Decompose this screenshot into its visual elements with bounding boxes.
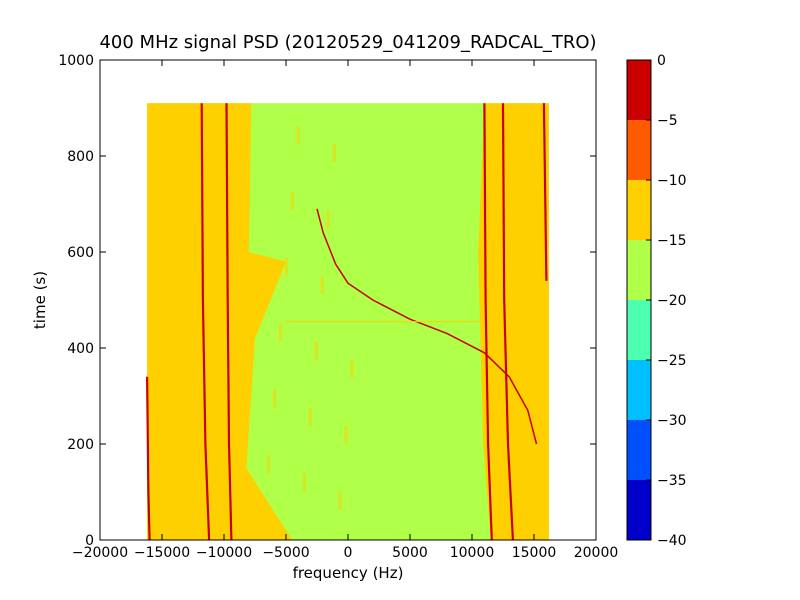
x-tick-label: −5000 <box>262 545 309 561</box>
vertical-signal-line <box>200 103 211 541</box>
x-tick-label: 10000 <box>450 545 495 561</box>
heatmap-speckle <box>320 276 324 294</box>
heatmap-speckle <box>308 407 312 426</box>
y-tick-label: 400 <box>67 341 94 357</box>
y-axis-label: time (s) <box>31 271 49 329</box>
colorbar-tick-label: −25 <box>657 353 687 369</box>
vertical-signal-line <box>483 103 493 541</box>
y-tick-label: 600 <box>67 245 94 261</box>
y-tick-label: 0 <box>85 533 94 549</box>
x-tick-label: 15000 <box>512 545 557 561</box>
vertical-signal-line <box>501 103 514 541</box>
y-tick-label: 1000 <box>58 53 94 69</box>
heatmap-speckle <box>302 473 306 492</box>
x-tick-label: 0 <box>344 545 353 561</box>
sweep-signal-line <box>316 208 538 445</box>
heatmap-right-band <box>478 103 549 540</box>
x-tick-label: −20000 <box>72 545 128 561</box>
x-tick-label: −15000 <box>134 545 190 561</box>
colorbar-tick-label: 0 <box>657 53 666 69</box>
heatmap-speckle <box>350 360 354 378</box>
colorbar-tick-label: −30 <box>657 413 687 429</box>
colorbar-tick-label: −5 <box>657 113 678 129</box>
heatmap-speckle <box>279 323 283 342</box>
colorbar-tick-label: −40 <box>657 533 687 549</box>
colorbar-tick-label: −20 <box>657 293 687 309</box>
x-axis-label: frequency (Hz) <box>293 564 404 582</box>
y-tick-label: 800 <box>67 149 94 165</box>
heatmap-speckle <box>344 425 348 444</box>
y-axis-ticks: 0 200 400 600 800 1000 <box>58 53 596 549</box>
vertical-signal-line <box>146 376 151 541</box>
heatmap-speckle <box>314 341 318 360</box>
x-tick-label: −10000 <box>196 545 252 561</box>
vertical-signal-line <box>542 103 548 281</box>
heatmap-speckle <box>261 520 265 539</box>
heatmap-speckle <box>285 257 289 276</box>
colorbar-level <box>627 240 651 300</box>
heatmap-speckle <box>338 491 342 510</box>
plot-area <box>99 59 597 541</box>
chart-title: 400 MHz signal PSD (20120529_041209_RADC… <box>99 32 596 53</box>
colorbar-tick-label: −10 <box>657 173 687 189</box>
colorbar-level <box>627 360 651 420</box>
heatmap-speckle <box>273 389 277 408</box>
colorbar: 0 −5 −10 −15 −20 −25 −30 −35 −40 <box>626 53 687 549</box>
colorbar-tick-label: −15 <box>657 233 687 249</box>
x-tick-label: 5000 <box>392 545 428 561</box>
heatmap-speckle <box>332 144 336 163</box>
vertical-signal-line <box>225 103 233 541</box>
heatmap-speckle <box>326 210 330 229</box>
x-axis-ticks: −20000 −15000 −10000 −5000 0 5000 10000 15000 20… <box>72 60 618 561</box>
heatmap-speckle <box>296 126 300 145</box>
colorbar-level <box>627 420 651 480</box>
colorbar-tick-label: −35 <box>657 473 687 489</box>
heatmap-speckle <box>267 455 271 474</box>
colorbar-level <box>627 480 651 540</box>
heatmap-left-band <box>147 103 293 540</box>
signal-lines <box>146 103 548 541</box>
x-tick-label: 20000 <box>574 545 619 561</box>
colorbar-level <box>627 180 651 240</box>
colorbar-level <box>627 300 651 360</box>
y-tick-label: 200 <box>67 437 94 453</box>
colorbar-level <box>627 60 651 120</box>
colorbar-level <box>627 120 651 180</box>
heatmap-speckle <box>290 192 294 210</box>
